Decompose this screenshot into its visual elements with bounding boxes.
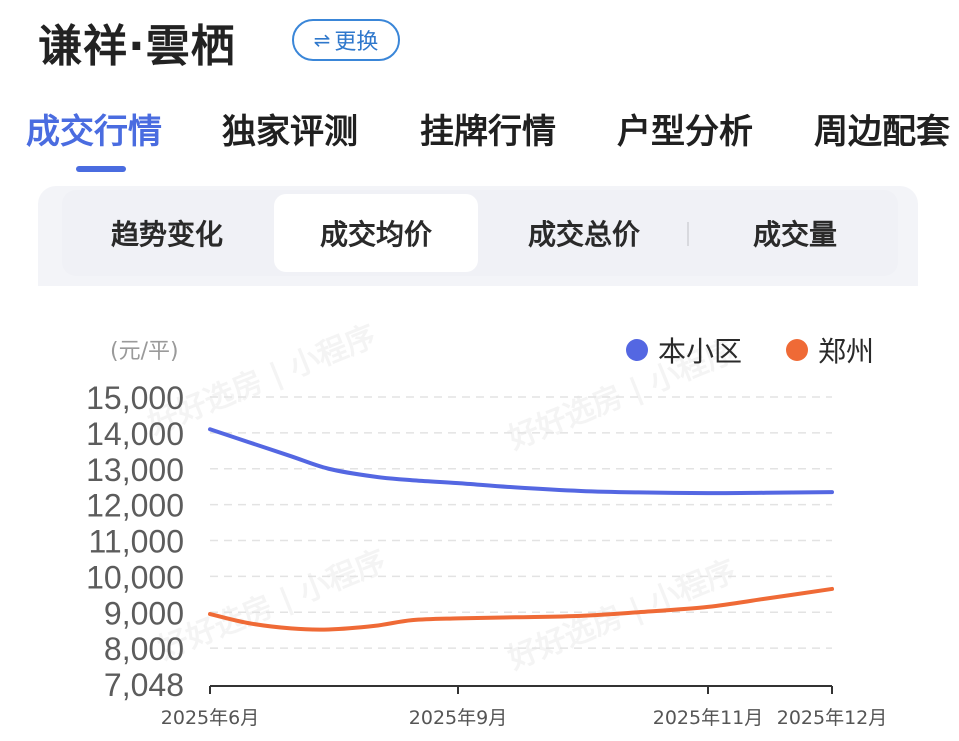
legend-label-community: 本小区	[658, 335, 743, 368]
tab-exclusive-review[interactable]: 独家评测	[222, 112, 358, 152]
y-tick-label: 15,000	[86, 380, 184, 416]
y-tick-label: 10,000	[86, 559, 184, 595]
subtab-average-price[interactable]: 成交均价	[274, 194, 478, 272]
y-tick-label: 9,000	[104, 595, 184, 631]
series-line-community	[208, 427, 834, 496]
y-tick-label: 8,000	[104, 631, 184, 667]
subtab-total-price[interactable]: 成交总价	[527, 218, 640, 251]
y-tick-label: 11,000	[89, 524, 185, 560]
sub-tab-bar: 趋势变化 成交均价 成交总价 成交量	[62, 190, 898, 276]
x-tick-label: 2025年6月	[161, 707, 259, 729]
legend-dot-community	[626, 339, 648, 361]
chart-card-body	[38, 286, 918, 741]
series-line-city	[208, 586, 834, 632]
x-tick-label: 2025年11月	[653, 707, 764, 729]
tab-listing-market[interactable]: 挂牌行情	[420, 112, 556, 152]
y-tick-label: 13,000	[86, 452, 184, 488]
y-axis-unit: (元/平)	[110, 339, 179, 364]
y-tick-label: 14,000	[86, 416, 184, 452]
x-tick-label: 2025年12月	[777, 707, 888, 729]
subtab-trend[interactable]: 趋势变化	[110, 218, 223, 251]
subtab-volume[interactable]: 成交量	[752, 218, 837, 251]
active-tab-indicator	[76, 166, 126, 172]
x-tick-label: 2025年9月	[409, 707, 507, 729]
legend-item-community[interactable]: 本小区	[626, 330, 742, 370]
legend-label-city: 郑州	[818, 335, 875, 368]
swap-icon: ⇌	[313, 28, 331, 52]
tab-deal-market[interactable]: 成交行情	[26, 112, 162, 152]
switch-button-label: 更换	[334, 30, 379, 55]
y-tick-label: 12,000	[86, 488, 184, 524]
legend-dot-city	[786, 339, 808, 361]
tab-surroundings[interactable]: 周边配套	[814, 112, 950, 152]
y-tick-label: 7,048	[104, 667, 184, 703]
tab-floorplan-analysis[interactable]: 户型分析	[617, 112, 753, 152]
switch-community-button[interactable]: ⇌ 更换	[292, 19, 400, 61]
legend-item-city[interactable]: 郑州	[786, 330, 874, 370]
sub-tab-divider	[687, 222, 689, 246]
page-title: 谦祥·雲栖	[38, 21, 236, 72]
main-tab-bar: 成交行情 独家评测 挂牌行情 户型分析 周边配套	[0, 104, 959, 174]
